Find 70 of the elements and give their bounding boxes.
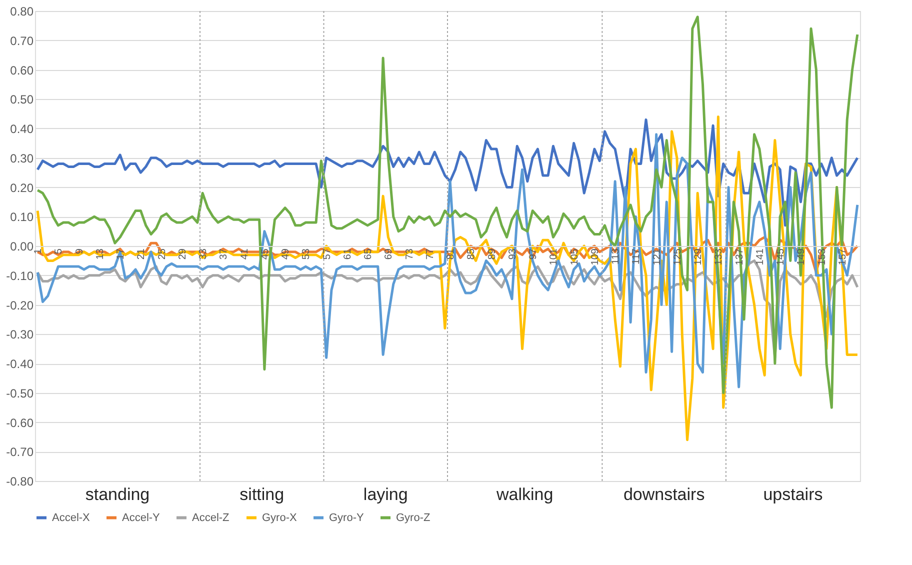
y-tick-label: 0.20 [10,180,34,195]
x-tick-label: 85 [466,248,478,260]
legend-label: Accel-Y [122,512,161,524]
x-tick-label: 5 [54,248,65,254]
x-tick-label: 117 [631,248,642,264]
x-tick-label: 145 [776,248,787,266]
y-tick-label: -0.80 [6,474,34,488]
x-tick-label: 69 [384,248,395,260]
y-tick-label: 0.10 [10,210,34,224]
x-tick-label: 53 [301,248,312,260]
text: laying [363,485,408,504]
x-tick-label: 129 [693,248,704,266]
text: downstairs [623,485,705,504]
x-tick-label: 105 [569,248,580,266]
x-tick-label: 13 [94,248,106,260]
y-tick-label: -0.50 [6,386,34,400]
x-tick-label: 33 [198,248,210,260]
x-tick-label: 121 [652,248,663,266]
x-tick-label: 97 [528,248,540,260]
x-tick-label: 29 [177,248,188,260]
text: standing [85,485,150,504]
y-tick-label: 0.70 [10,34,34,48]
line-series [36,16,859,409]
x-tick-label: 109 [590,248,601,266]
x-tick-label: 153 [816,248,828,266]
y-tick-label: 0.50 [10,92,34,107]
x-tick-label: 137 [734,248,746,266]
x-tick-label: 93 [507,248,518,260]
x-tick-label: 157 [837,248,848,266]
legend-label: Accel-X [52,512,91,524]
x-tick-label: 49 [280,248,292,260]
x-tick-label: 133 [714,248,725,266]
y-tick-label: -0.30 [6,328,34,342]
y-tick-label: 0.40 [10,122,34,136]
x-tick-label: 81 [446,248,457,260]
x-tick-label: 89 [486,248,498,260]
x-tick-label: 21 [136,248,148,260]
text: walking [495,485,554,504]
text: sitting [240,485,284,504]
x-tick-label: 1 [33,248,44,254]
x-tick-label: 17 [116,248,127,260]
x-tick-label: 77 [424,248,436,260]
x-tick-label: 45 [260,248,271,260]
x-tick-label: 9 [74,248,86,254]
x-tick-label: 149 [796,248,808,266]
x-tick-label: 73 [404,248,416,260]
x-tick-label: 101 [548,248,560,266]
y-tick-label: 0.00 [10,240,34,254]
y-tick-label: -0.40 [6,357,34,371]
legend-label: Gyro-Y [329,512,364,524]
legend-label: Gyro-X [262,512,298,524]
x-tick-label: 141 [754,248,766,266]
y-tick-label: 0.30 [10,151,34,166]
y-tick-label: -0.60 [6,416,34,430]
legend-label: Gyro-Z [396,512,430,524]
x-tick-label: 113 [610,248,622,264]
x-tick-label: 65 [363,248,374,260]
x-tick-label: 57 [322,248,333,260]
y-tick-label: -0.70 [6,445,34,460]
x-tick-label: 41 [239,248,250,260]
x-tick-label: 125 [672,248,684,266]
legend-label: Accel-Z [192,512,230,524]
y-tick-label: 0.80 [10,4,34,18]
x-tick-label: 25 [156,248,168,260]
y-tick-label: -0.10 [6,268,34,283]
x-tick-label: 37 [218,248,230,260]
y-tick-label: 0.60 [10,63,34,78]
text: upstairs [763,485,823,504]
x-tick-label: 61 [342,248,354,260]
y-tick-label: -0.20 [6,298,34,312]
